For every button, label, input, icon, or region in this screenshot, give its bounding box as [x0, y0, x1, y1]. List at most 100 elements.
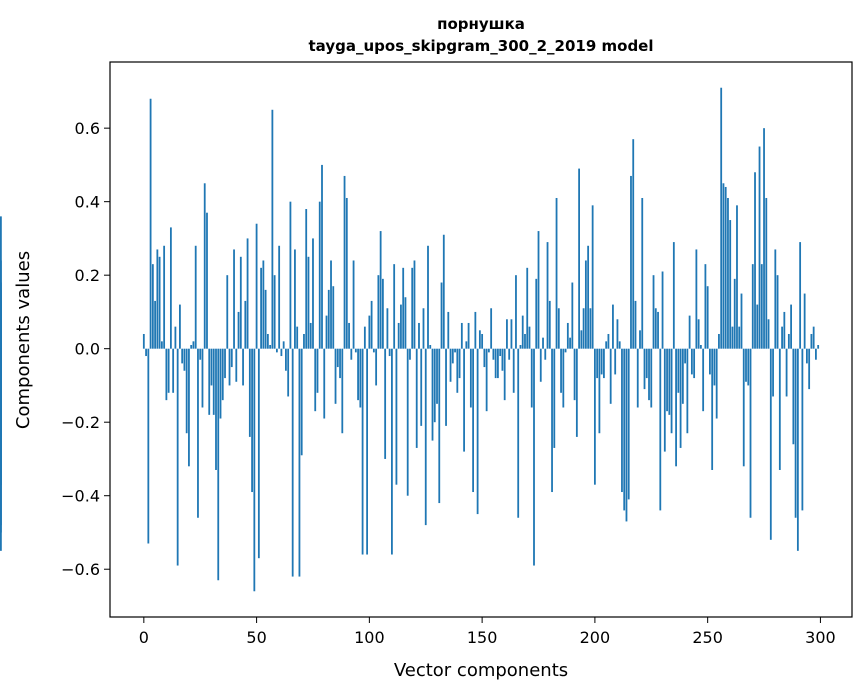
bar-188: [566, 322, 569, 349]
bar-55: [266, 333, 269, 349]
bar-126: [427, 245, 429, 349]
bar-89: [343, 175, 346, 349]
bar-271: [754, 172, 756, 349]
bar-232: [666, 348, 668, 412]
bar-299: [817, 345, 820, 349]
bar-14: [174, 326, 177, 349]
bar-264: [738, 326, 741, 349]
bar-107: [384, 348, 387, 459]
bar-261: [731, 326, 734, 349]
bar-148: [476, 348, 479, 515]
bar-181: [551, 348, 553, 493]
bar-239: [681, 348, 684, 404]
bar-200: [593, 348, 596, 485]
bar-202: [598, 348, 601, 434]
bar-131: [438, 348, 441, 504]
bar-48: [251, 348, 253, 493]
bar-78: [318, 201, 321, 349]
bar-211: [618, 341, 621, 349]
x-tick-label: 50: [246, 628, 266, 647]
bar-169: [524, 333, 526, 349]
bar-145: [469, 348, 472, 408]
bar-233: [668, 348, 671, 415]
bar-undefined: [0, 216, 2, 349]
bar-21: [190, 345, 193, 349]
bar-96: [359, 348, 362, 408]
bar-121: [415, 348, 418, 448]
bar-3: [149, 98, 152, 349]
bar-223: [645, 348, 648, 379]
y-tick-label: 0.2: [75, 266, 100, 285]
bar-8: [160, 341, 163, 349]
bar-275: [763, 128, 765, 349]
bar-17: [181, 348, 184, 364]
bar-290: [796, 348, 799, 551]
x-tick-label: 0: [139, 628, 149, 647]
bar-60: [278, 245, 281, 349]
bar-101: [370, 300, 373, 349]
bar-224: [648, 348, 650, 401]
bar-122: [418, 322, 420, 349]
bar-186: [562, 348, 565, 408]
bar-230: [661, 271, 664, 349]
bar-207: [609, 348, 612, 404]
bar-146: [472, 348, 474, 493]
bar-212: [621, 348, 623, 493]
bar-88: [341, 348, 344, 434]
bar-191: [573, 348, 576, 401]
bar-174: [535, 278, 538, 349]
bar-262: [733, 278, 736, 349]
bar-165: [515, 275, 517, 349]
bar-38: [228, 348, 231, 386]
bar-105: [379, 231, 382, 349]
bar-245: [695, 249, 698, 349]
bar-44: [242, 348, 244, 386]
bar-266: [742, 348, 745, 467]
bar-29: [208, 348, 211, 415]
bar-248: [702, 348, 705, 412]
bar-118: [409, 348, 411, 360]
bar-219: [636, 348, 639, 408]
bar-130: [436, 348, 438, 404]
bar-156: [494, 348, 497, 379]
bar-225: [650, 348, 653, 408]
bar-95: [357, 348, 359, 401]
bar-164: [512, 348, 515, 393]
bar-178: [544, 348, 547, 360]
bar-15: [176, 348, 179, 566]
bar-97: [361, 348, 364, 555]
bar-36: [224, 348, 226, 379]
bar-282: [778, 348, 781, 470]
bar-185: [560, 348, 562, 393]
bars-group: [0, 87, 820, 592]
bar-235: [672, 242, 675, 349]
bar-194: [580, 330, 583, 349]
bar-280: [774, 249, 777, 349]
bar-144: [467, 322, 470, 349]
bar-292: [801, 348, 804, 511]
bar-276: [765, 197, 768, 349]
x-tick-label: 250: [692, 628, 723, 647]
bar-80: [323, 348, 326, 419]
bar-23: [194, 245, 197, 349]
bar-91: [348, 322, 350, 349]
bar-46: [246, 238, 249, 349]
bar-33: [217, 348, 220, 581]
bar-24: [197, 348, 199, 518]
bar-258: [724, 186, 727, 349]
bar-221: [641, 197, 644, 349]
bar-237: [677, 348, 680, 393]
bar-163: [510, 319, 513, 349]
bar-42: [237, 311, 240, 349]
bar-170: [526, 267, 529, 349]
bar-285: [785, 348, 788, 397]
bar-241: [686, 348, 689, 434]
bar-22: [192, 341, 195, 349]
y-tick-label: 0.4: [75, 193, 100, 212]
bar-124: [422, 308, 425, 349]
bar-1: [145, 348, 147, 357]
bar-86: [336, 348, 339, 368]
bar-281: [776, 275, 779, 349]
bar-197: [587, 245, 590, 349]
bar-127: [429, 345, 432, 349]
